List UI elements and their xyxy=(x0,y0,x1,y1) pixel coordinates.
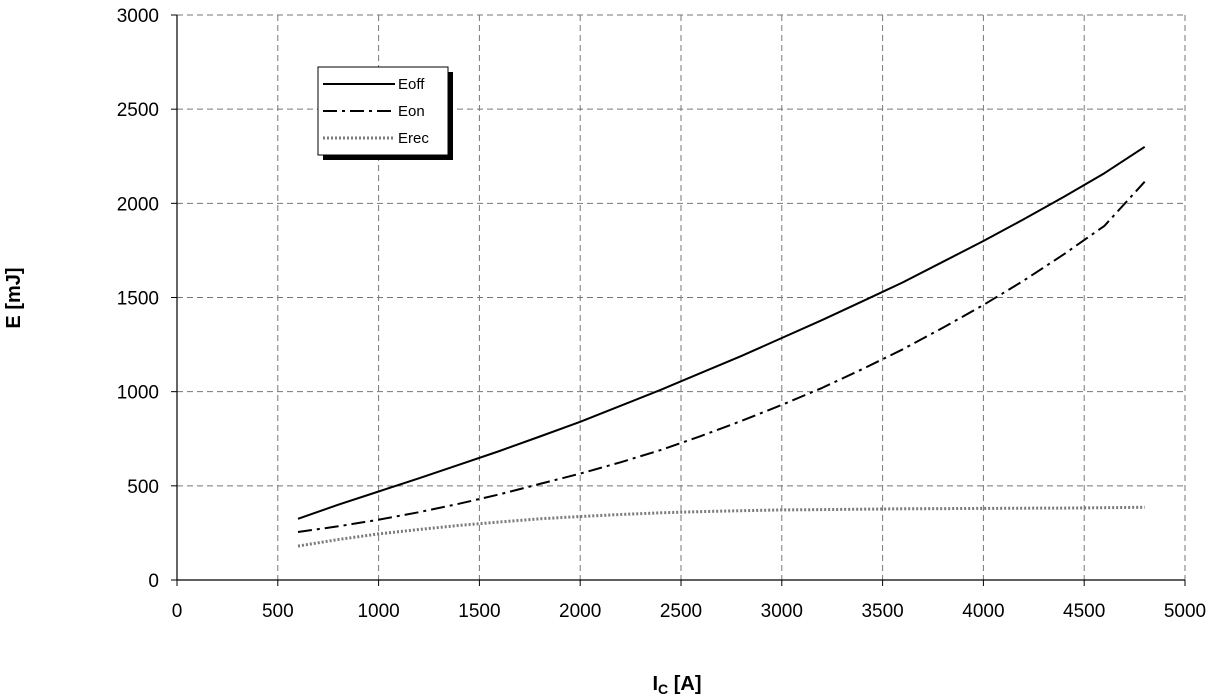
x-tick-label: 3500 xyxy=(861,601,903,622)
x-tick-label: 1000 xyxy=(357,601,399,622)
series-line-erec xyxy=(297,505,1145,548)
x-tick-label: 3000 xyxy=(761,601,803,622)
x-tick-label: 0 xyxy=(172,601,183,622)
x-tick-label: 2000 xyxy=(559,601,601,622)
legend-label-eon: Eon xyxy=(398,103,425,120)
y-tick-label: 2000 xyxy=(117,194,159,215)
x-tick-labels: 0 500 1000 1500 2000 2500 3000 3500 4000 4500 5000 xyxy=(172,601,1206,622)
y-tick-label: 1000 xyxy=(117,383,159,404)
axes xyxy=(171,14,1186,586)
legend-label-erec: Erec xyxy=(398,130,429,147)
y-tick-labels: 0 500 1000 1500 2000 2500 3000 xyxy=(117,6,159,592)
y-tick-label: 500 xyxy=(127,477,159,498)
series-line-eon xyxy=(297,181,1146,533)
x-axis-title-subscript: C xyxy=(658,681,668,697)
x-axis-title: IC [A] xyxy=(652,673,701,697)
x-tick-label: 4000 xyxy=(962,601,1004,622)
y-axis-title: E [mJ] xyxy=(3,267,25,328)
x-tick-label: 5000 xyxy=(1164,601,1206,622)
x-tick-label: 4500 xyxy=(1063,601,1105,622)
y-tick-label: 0 xyxy=(148,571,159,592)
x-tick-label: 500 xyxy=(262,601,294,622)
series-line-eoff xyxy=(297,145,1146,520)
y-tick-label: 2500 xyxy=(117,100,159,121)
grid xyxy=(177,14,1186,580)
legend-label-eoff: Eoff xyxy=(398,76,425,93)
x-tick-label: 2500 xyxy=(660,601,702,622)
legend: Eoff Eon Erec xyxy=(317,66,453,160)
x-tick-label: 1500 xyxy=(458,601,500,622)
x-axis-title-main: I xyxy=(652,673,658,695)
y-tick-label: 3000 xyxy=(117,6,159,27)
series-lines xyxy=(297,145,1146,548)
x-axis-title-unit: [A] xyxy=(668,673,701,695)
y-tick-label: 1500 xyxy=(117,289,159,310)
